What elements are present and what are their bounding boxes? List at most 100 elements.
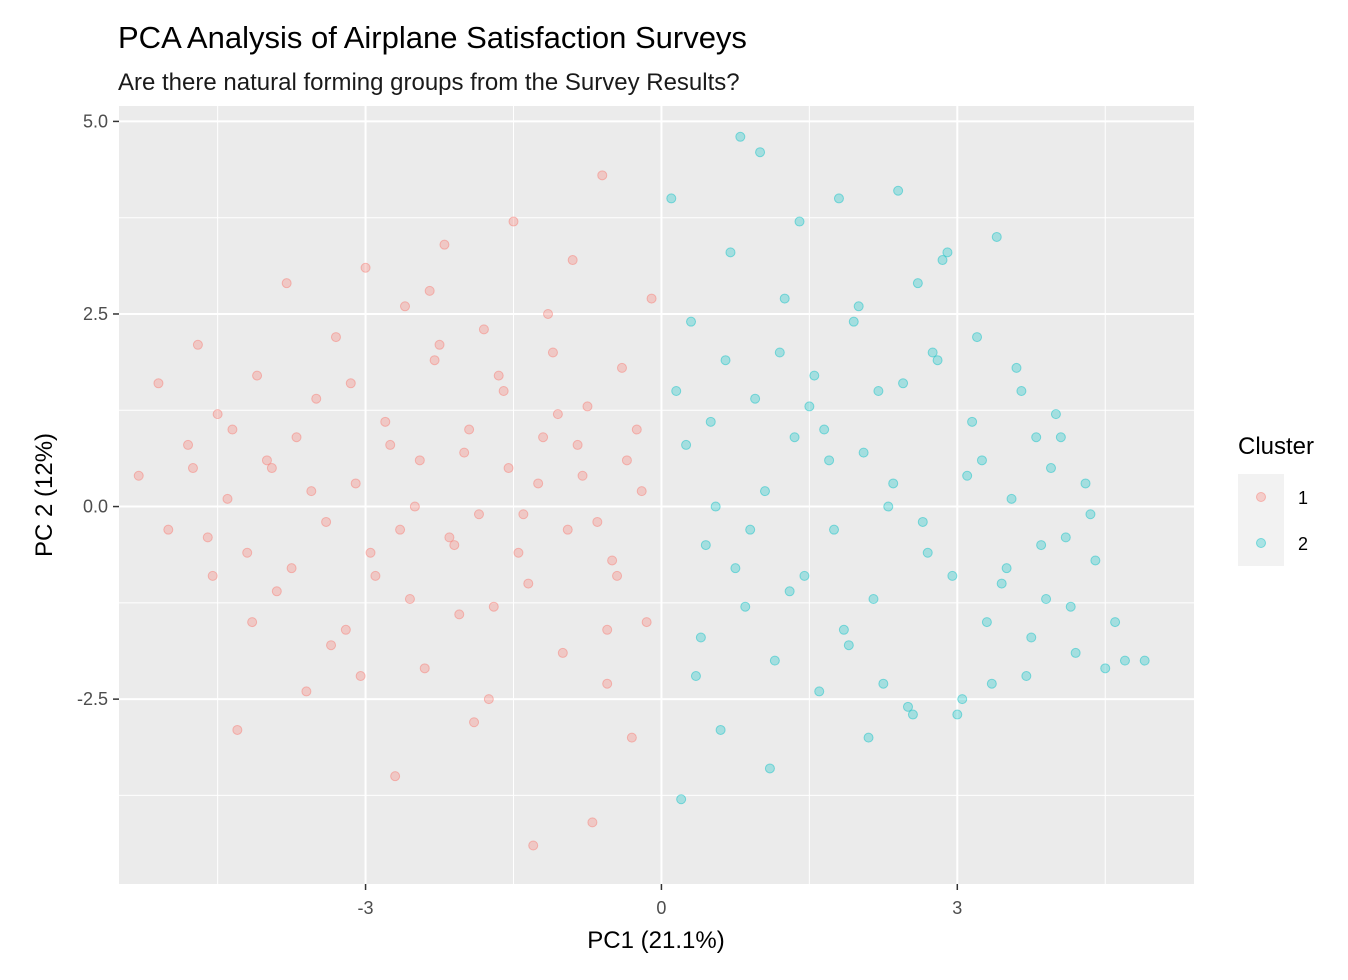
data-point xyxy=(616,362,627,373)
x-tick-label: -3 xyxy=(358,898,374,918)
data-point xyxy=(863,732,874,743)
data-point xyxy=(676,794,687,805)
data-point xyxy=(469,717,480,728)
chart-subtitle: Are there natural forming groups from th… xyxy=(118,69,740,96)
data-point xyxy=(735,131,746,142)
data-point xyxy=(799,570,810,581)
data-point xyxy=(976,455,987,466)
plot-panel xyxy=(119,106,1194,884)
data-point xyxy=(1119,655,1130,666)
data-point xyxy=(291,432,302,443)
data-point xyxy=(483,694,494,705)
chart-title: PCA Analysis of Airplane Satisfaction Su… xyxy=(118,20,747,55)
data-point xyxy=(725,247,736,258)
data-point xyxy=(1080,478,1091,489)
data-point xyxy=(597,170,608,181)
data-point xyxy=(340,624,351,635)
data-point xyxy=(695,632,706,643)
data-point xyxy=(434,339,445,350)
data-point xyxy=(730,563,741,574)
data-point xyxy=(306,486,317,497)
data-point xyxy=(819,424,830,435)
data-point xyxy=(853,301,864,312)
data-point xyxy=(937,255,948,266)
data-point xyxy=(488,601,499,612)
legend-label: 2 xyxy=(1298,534,1308,554)
data-point xyxy=(1006,493,1017,504)
data-point xyxy=(390,771,401,782)
series-2 xyxy=(666,131,1150,805)
data-point xyxy=(459,447,470,458)
data-point xyxy=(464,424,475,435)
y-tick-label: -2.5 xyxy=(77,689,108,709)
data-point xyxy=(207,570,218,581)
data-point xyxy=(1070,647,1081,658)
data-point xyxy=(547,347,558,358)
data-point xyxy=(281,278,292,289)
data-point xyxy=(700,540,711,551)
data-point xyxy=(261,455,272,466)
data-point xyxy=(686,316,697,327)
data-point xyxy=(538,432,549,443)
data-point xyxy=(932,355,943,366)
data-point xyxy=(286,563,297,574)
data-point xyxy=(1016,386,1027,397)
data-point xyxy=(690,671,701,682)
data-point xyxy=(385,439,396,450)
data-point xyxy=(582,401,593,412)
data-point xyxy=(395,524,406,535)
legend-key-background xyxy=(1238,474,1284,520)
data-point xyxy=(163,524,174,535)
data-point xyxy=(838,624,849,635)
data-point xyxy=(612,570,623,581)
x-tick-label: 3 xyxy=(952,898,962,918)
data-point xyxy=(962,470,973,481)
legend-key-1 xyxy=(1256,492,1266,502)
data-point xyxy=(1011,362,1022,373)
data-point xyxy=(424,285,435,296)
data-point xyxy=(774,347,785,358)
data-point xyxy=(543,308,554,319)
data-point xyxy=(833,193,844,204)
data-point xyxy=(602,678,613,689)
data-point xyxy=(902,701,913,712)
data-point xyxy=(907,709,918,720)
data-point xyxy=(414,455,425,466)
data-point xyxy=(266,463,277,474)
data-point xyxy=(779,293,790,304)
legend-title: Cluster xyxy=(1238,433,1314,460)
data-point xyxy=(1001,563,1012,574)
data-point xyxy=(454,609,465,620)
data-point xyxy=(562,524,573,535)
data-point xyxy=(192,339,203,350)
data-point xyxy=(478,324,489,335)
data-point xyxy=(898,378,909,389)
data-point xyxy=(710,501,721,512)
x-tick-label: 0 xyxy=(656,898,666,918)
data-point xyxy=(878,678,889,689)
data-point xyxy=(848,316,859,327)
data-point xyxy=(523,578,534,589)
data-point xyxy=(493,370,504,381)
data-point xyxy=(232,724,243,735)
data-point xyxy=(759,486,770,497)
data-point xyxy=(508,216,519,227)
data-point xyxy=(301,686,312,697)
data-point xyxy=(1045,463,1056,474)
data-point xyxy=(528,840,539,851)
data-point xyxy=(740,601,751,612)
data-point xyxy=(952,709,963,720)
data-point xyxy=(809,370,820,381)
data-point xyxy=(829,524,840,535)
data-point xyxy=(843,640,854,651)
x-axis-title: PC1 (21.1%) xyxy=(587,927,724,954)
data-point xyxy=(1110,617,1121,628)
y-axis: -2.5 0.0 2.5 5.0 xyxy=(77,111,119,709)
y-axis-title: PC 2 (12%) xyxy=(31,433,58,557)
data-point xyxy=(750,393,761,404)
data-point xyxy=(577,470,588,481)
data-point xyxy=(873,386,884,397)
data-point xyxy=(1139,655,1150,666)
data-point xyxy=(222,493,233,504)
